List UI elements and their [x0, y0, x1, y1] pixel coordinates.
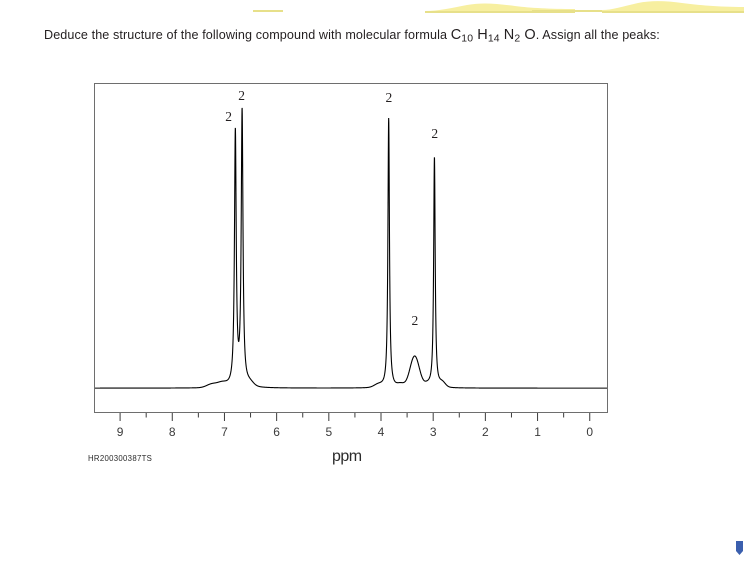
spectrum-trace — [95, 108, 607, 388]
formula-nitrogen-symbol: N — [503, 27, 515, 43]
x-axis-tick-label-5: 5 — [325, 425, 333, 439]
sample-id-label: HR200300387TS — [88, 454, 153, 463]
cursor-marker-icon — [735, 541, 744, 559]
highlight-mark-4 — [602, 0, 744, 13]
page-title: Deduce the structure of the following co… — [44, 27, 660, 44]
integral-label-6.8: 2 — [225, 108, 232, 124]
x-axis-tick-label-8: 8 — [168, 425, 176, 439]
x-axis-tick-label-0: 0 — [586, 425, 594, 439]
x-axis-tick-label-3: 3 — [429, 425, 437, 439]
heading-text-after: . Assign all the peaks: — [535, 28, 660, 42]
formula-oxygen: O — [520, 27, 536, 43]
formula-carbon: C10 — [450, 27, 474, 45]
x-axis — [94, 413, 608, 429]
x-axis-tick-label-6: 6 — [273, 425, 280, 439]
x-axis-label: ppm — [332, 448, 362, 465]
nmr-spectrum-chart — [94, 83, 608, 413]
highlight-mark-1 — [253, 10, 283, 12]
spectrum-plot-area — [95, 84, 607, 412]
x-axis-tick-label-7: 7 — [221, 425, 228, 439]
x-axis-tick-label-1: 1 — [534, 425, 541, 439]
formula-carbon-symbol: C — [450, 27, 462, 43]
x-axis-tick-label-9: 9 — [116, 425, 124, 439]
formula-hydrogen-symbol: H — [477, 27, 488, 43]
x-axis-tick-label-4: 4 — [377, 425, 385, 439]
highlight-mark-3 — [532, 10, 617, 12]
integral-label-2.97: 2 — [431, 126, 439, 142]
integral-label-3.35: 2 — [411, 313, 419, 329]
integral-label-3.85: 2 — [385, 89, 393, 105]
formula-carbon-count: 10 — [461, 33, 474, 45]
x-axis-tick-label-2: 2 — [482, 425, 489, 439]
integral-label-6.67: 2 — [238, 88, 246, 104]
formula-nitrogen: N2 — [500, 27, 521, 45]
formula-hydrogen: H14 — [473, 27, 500, 45]
formula-hydrogen-count: 14 — [487, 33, 500, 45]
heading-text-before: Deduce the structure of the following co… — [44, 28, 451, 42]
formula-oxygen-symbol: O — [524, 27, 536, 43]
formula-nitrogen-count: 2 — [514, 33, 521, 45]
